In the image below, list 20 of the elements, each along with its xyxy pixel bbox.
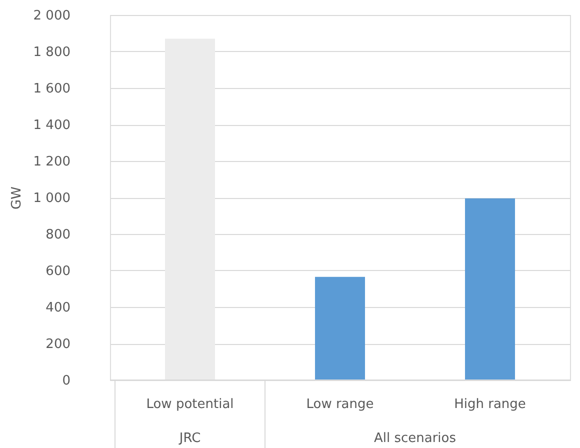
y-tick-label: 0: [62, 374, 70, 388]
y-tick-label: 1 400: [33, 118, 70, 133]
y-tick-label: 200: [46, 337, 70, 352]
y-tick-label: 400: [46, 300, 70, 316]
x-tick-label: High range: [454, 397, 526, 412]
y-tick-label: 1 800: [33, 45, 70, 60]
text: All scenarios: [374, 431, 456, 446]
x-tick-label: Low range: [306, 397, 374, 412]
y-tick-label: 1 200: [33, 154, 70, 170]
x-tick-label: Low potential: [146, 397, 234, 412]
y-tick-label: 2 000: [33, 8, 70, 24]
bar: [465, 198, 515, 380]
y-tick-label: 600: [46, 264, 70, 279]
bar: [315, 276, 365, 380]
y-tick-label: 1 600: [33, 82, 70, 96]
bar: [165, 38, 215, 380]
y-axis-title: GW: [9, 186, 24, 210]
y-tick-label: 800: [46, 228, 70, 242]
text: JRC: [178, 431, 201, 446]
y-tick-label: 1 000: [33, 191, 70, 206]
